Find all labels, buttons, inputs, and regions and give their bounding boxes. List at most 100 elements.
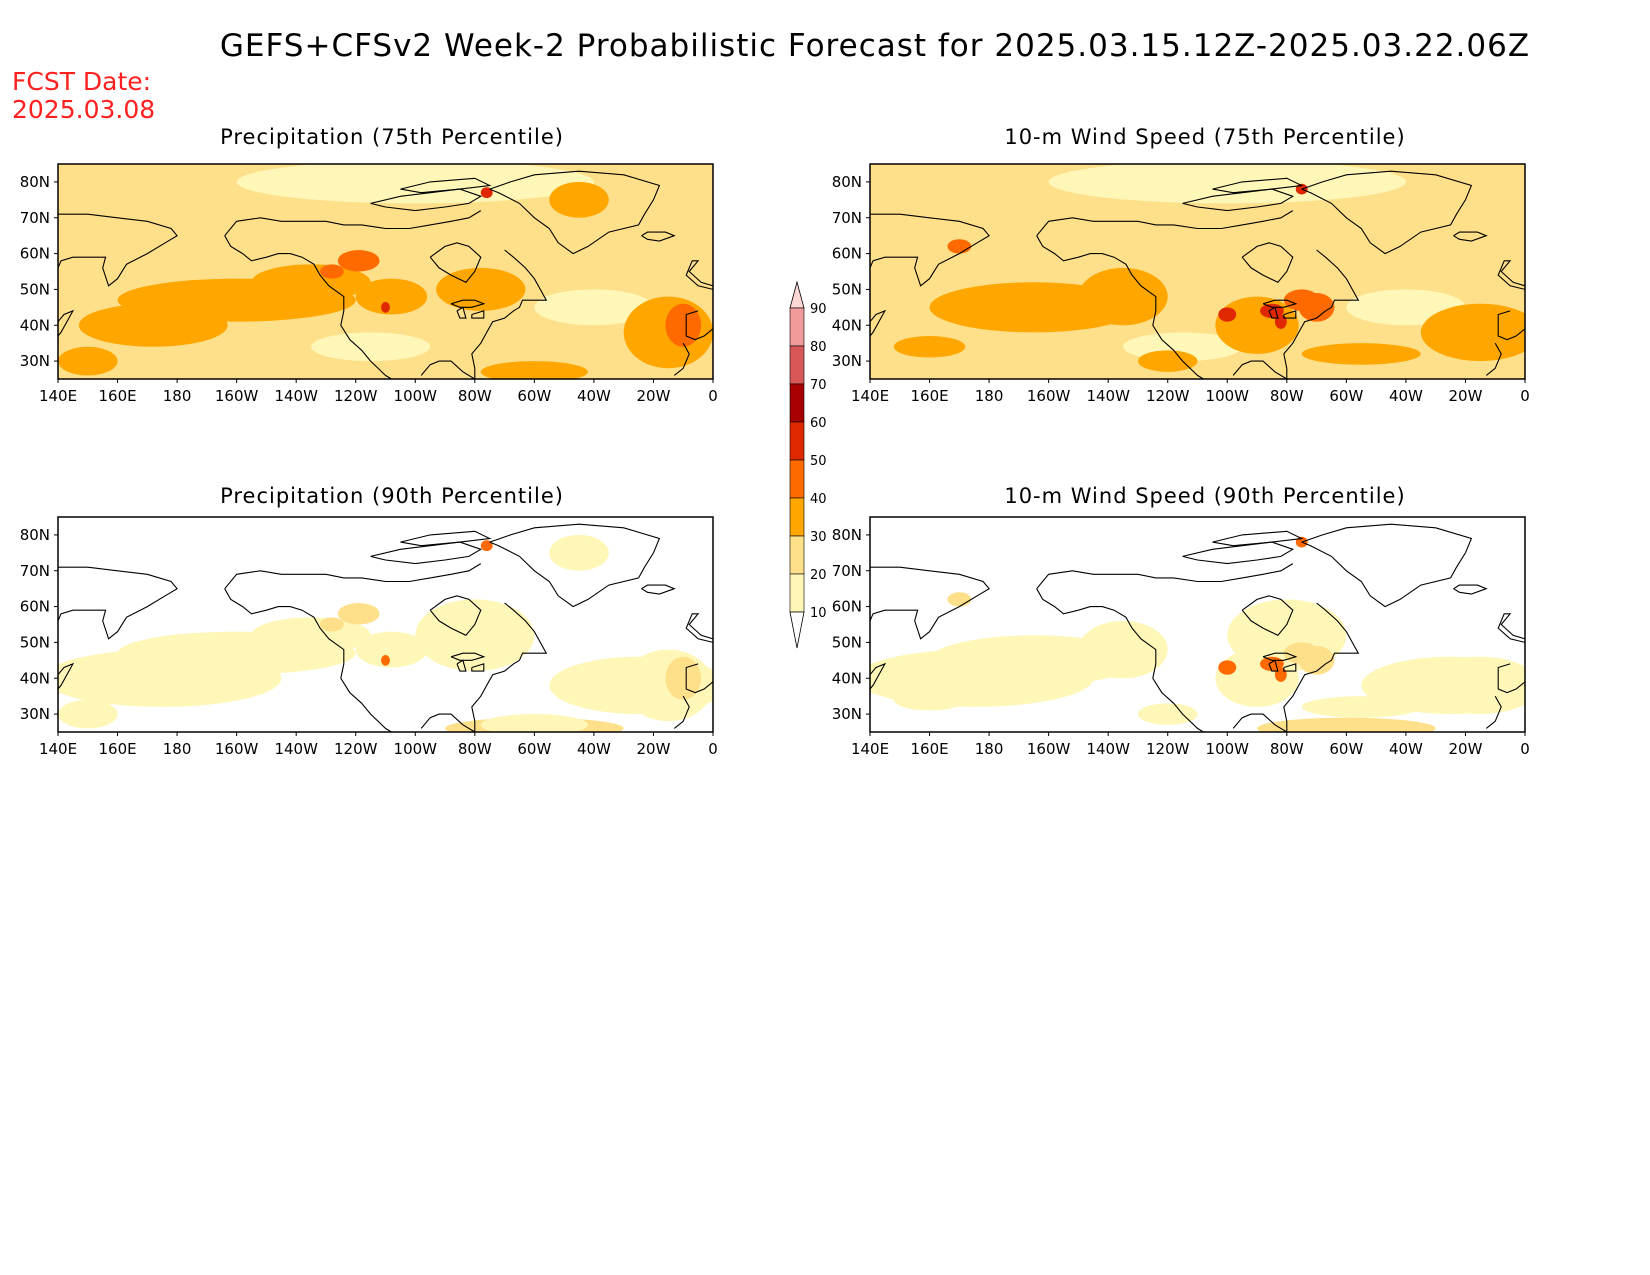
coastline <box>370 188 483 212</box>
coastline <box>1212 530 1304 547</box>
coastline <box>1497 260 1525 290</box>
coastline <box>870 213 990 287</box>
x-tick-label: 160E <box>98 740 136 758</box>
shade-region <box>1078 267 1168 326</box>
y-tick-label: 30N <box>832 352 862 370</box>
x-tick-label: 180 <box>163 387 192 405</box>
shade-region <box>893 336 966 358</box>
coastline <box>1232 602 1360 732</box>
coastline <box>1497 613 1525 643</box>
colorbar-label: 10 <box>810 606 827 621</box>
y-tick-label: 60N <box>832 245 862 263</box>
y-tick-label: 60N <box>832 598 862 616</box>
colorbar-segment <box>789 421 805 461</box>
colorbar-top-triangle <box>789 280 805 309</box>
shade-region <box>337 250 380 272</box>
x-tick-label: 160W <box>215 740 259 758</box>
x-tick-label: 40W <box>577 387 611 405</box>
x-tick-label: 180 <box>163 740 192 758</box>
colorbar-segment <box>789 497 805 537</box>
coastline <box>1268 306 1279 319</box>
coastline <box>429 242 482 283</box>
y-tick-label: 50N <box>832 633 862 651</box>
shade-region <box>320 617 344 632</box>
x-tick-label: 20W <box>636 740 670 758</box>
x-tick-label: 60W <box>517 387 551 405</box>
y-tick-label: 40N <box>832 669 862 687</box>
coastline <box>1283 663 1297 672</box>
coastline <box>1453 584 1488 595</box>
coastline <box>400 177 492 194</box>
shade-region <box>947 592 972 607</box>
x-tick-label: 160W <box>1027 740 1071 758</box>
coastline <box>1036 563 1294 590</box>
x-tick-label: 0 <box>1520 740 1530 758</box>
coastline <box>1497 663 1525 694</box>
shade-region <box>337 603 380 625</box>
colorbar-label: 30 <box>810 530 827 545</box>
panel-title-precip-90: Precipitation (90th Percentile) <box>220 484 564 508</box>
y-tick-label: 30N <box>20 352 50 370</box>
shade-region <box>480 361 588 379</box>
x-tick-label: 180 <box>975 740 1004 758</box>
coastline <box>685 663 713 694</box>
shade-region <box>1078 620 1168 679</box>
x-tick-label: 100W <box>1206 740 1250 758</box>
colorbar-segment <box>789 383 805 423</box>
main-title: GEFS+CFSv2 Week-2 Probabilistic Forecast… <box>219 28 1531 64</box>
x-tick-label: 80W <box>1270 387 1304 405</box>
shade-region <box>355 631 428 668</box>
shade-region <box>1298 293 1335 322</box>
shade-region <box>355 278 428 315</box>
y-tick-label: 80N <box>832 526 862 544</box>
shade-region <box>58 699 118 729</box>
map-frame <box>869 163 1526 380</box>
x-tick-label: 0 <box>708 387 718 405</box>
coastline <box>1036 210 1294 237</box>
shade-region <box>947 239 972 254</box>
coastline <box>1262 299 1298 308</box>
x-tick-label: 80W <box>458 387 492 405</box>
coastline <box>641 231 676 242</box>
shade-region <box>1420 656 1525 715</box>
x-tick-label: 80W <box>458 740 492 758</box>
coastline <box>685 260 713 290</box>
y-tick-label: 30N <box>832 705 862 723</box>
x-tick-label: 120W <box>1146 387 1190 405</box>
coastline <box>450 299 486 308</box>
coastline <box>456 306 467 319</box>
shade-region <box>665 656 702 700</box>
shade-region <box>480 187 493 199</box>
x-tick-label: 20W <box>636 387 670 405</box>
map-precip-75: 140E 160E 180 160W 140W 120W 100W 80W 60W 40W 20W 0… <box>20 163 718 405</box>
coastline <box>673 342 690 376</box>
coastline <box>224 563 482 590</box>
map-frame <box>869 516 1526 733</box>
coastline <box>58 662 75 697</box>
colorbar-label: 20 <box>810 568 827 583</box>
coastline <box>489 170 661 255</box>
coastline <box>1036 588 1205 732</box>
y-tick-label: 60N <box>20 598 50 616</box>
y-tick-label: 30N <box>20 705 50 723</box>
y-tick-label: 40N <box>20 669 50 687</box>
shade-region <box>1218 660 1237 675</box>
coastline <box>224 210 482 237</box>
colorbar-label: 80 <box>810 340 827 355</box>
shade-region <box>480 714 588 732</box>
shade-region <box>534 289 654 326</box>
y-tick-label: 80N <box>20 526 50 544</box>
coastline <box>673 695 690 729</box>
y-tick-label: 80N <box>832 173 862 191</box>
coastline <box>1301 170 1473 255</box>
y-tick-label: 60N <box>20 245 50 263</box>
fcst-date-value: 2025.03.08 <box>12 95 156 124</box>
colorbar-label: 40 <box>810 492 827 507</box>
coastline <box>224 588 393 732</box>
x-tick-label: 40W <box>1389 740 1423 758</box>
coastline <box>685 310 713 341</box>
shade-region <box>78 303 228 347</box>
y-tick-label: 70N <box>20 209 50 227</box>
coastline <box>685 613 713 643</box>
x-tick-label: 100W <box>394 387 438 405</box>
